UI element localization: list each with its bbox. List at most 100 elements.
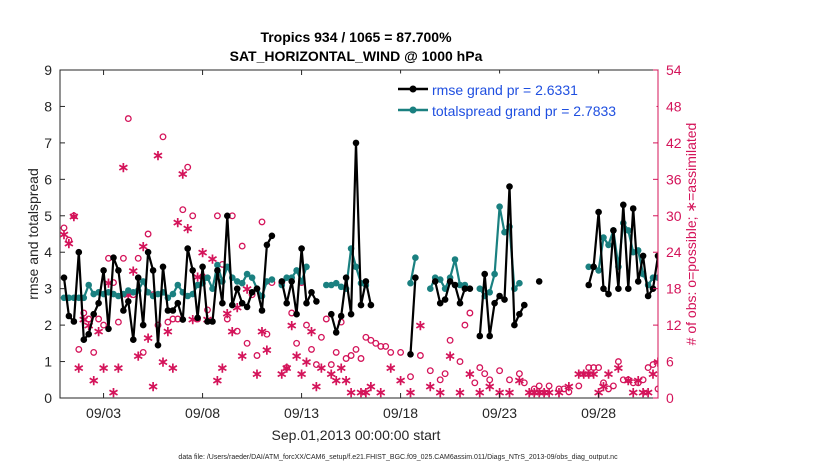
- x-tick-label: 09/13: [284, 405, 319, 421]
- rmse-point: [184, 245, 191, 252]
- rmse-point: [164, 307, 172, 314]
- obs-assimilated-point: ∗: [281, 360, 293, 376]
- obs-assimilated-point: ∗: [192, 269, 204, 285]
- rmse-point: [431, 278, 439, 285]
- totalspread-point: [595, 267, 602, 274]
- x-tick-label: 09/18: [383, 405, 418, 421]
- rmse-point: [486, 332, 494, 340]
- obs-assimilated-point: ∗: [256, 323, 268, 339]
- obs-possible-point: [624, 376, 632, 384]
- y-right-tick-label: 18: [666, 281, 682, 297]
- rmse-point: [313, 298, 320, 305]
- rmse-point: [115, 267, 122, 274]
- obs-assimilated-point: ∗: [395, 372, 407, 388]
- obs-assimilated-point: ∗: [375, 384, 387, 400]
- obs-assimilated-point: ∗: [88, 372, 100, 388]
- obs-assimilated-point: ∗: [316, 360, 328, 376]
- y-right-tick-label: 12: [666, 317, 682, 333]
- obs-assimilated-point: ∗: [197, 244, 209, 260]
- totalspread-point: [174, 281, 182, 289]
- obs-possible-point: [95, 315, 103, 323]
- obs-assimilated-point: ∗: [296, 366, 308, 382]
- obs-assimilated-point: ∗: [157, 354, 169, 370]
- totalspread-point: [491, 270, 498, 278]
- totalspread-point: [412, 254, 419, 261]
- y-right-tick-label: 24: [666, 244, 682, 260]
- obs-assimilated-point: ∗: [415, 317, 427, 333]
- obs-assimilated-point: ∗: [573, 366, 585, 382]
- rmse-point: [496, 292, 503, 300]
- obs-possible-point: [446, 336, 454, 344]
- obs-possible-point: [114, 318, 122, 326]
- totalspread-point: [496, 203, 503, 210]
- obs-possible-point: [322, 315, 330, 323]
- obs-possible-point: [486, 376, 494, 384]
- obs-possible-point: [100, 321, 108, 329]
- obs-assimilated-point: ∗: [603, 366, 615, 382]
- obs-possible-point: [456, 358, 464, 366]
- rmse-point: [283, 299, 291, 307]
- obs-assimilated-point: ∗: [340, 372, 352, 388]
- totalspread-point: [352, 263, 360, 271]
- obs-possible-point: [75, 345, 83, 353]
- rmse-point: [179, 316, 187, 323]
- obs-assimilated-point: ∗: [127, 262, 139, 278]
- totalspread-point: [268, 276, 276, 283]
- rmse-point: [357, 301, 365, 309]
- obs-possible-point: [184, 163, 192, 171]
- rmse-point: [75, 248, 83, 256]
- obs-possible-point: [80, 309, 88, 317]
- obs-possible-point: [124, 115, 132, 123]
- rmse-point: [436, 299, 444, 307]
- rmse-point: [100, 267, 107, 274]
- obs-assimilated-point: ∗: [58, 226, 70, 242]
- obs-assimilated-point: ∗: [588, 366, 600, 382]
- rmse-line: [409, 277, 417, 355]
- rmse-point: [229, 301, 236, 309]
- obs-assimilated-point: ∗: [464, 366, 476, 382]
- obs-assimilated-point: ∗: [434, 384, 446, 400]
- rmse-point: [214, 267, 221, 274]
- obs-assimilated-point: ∗: [622, 372, 634, 388]
- obs-assimilated-point: ∗: [627, 384, 639, 400]
- legend-rmse-marker: [409, 85, 417, 93]
- obs-possible-point: [347, 352, 355, 359]
- obs-assimilated-point: ∗: [424, 378, 436, 394]
- obs-possible-point: [471, 379, 479, 387]
- obs-possible-point: [476, 364, 484, 372]
- obs-possible-point: [575, 382, 583, 390]
- obs-assimilated-point: ∗: [83, 317, 95, 333]
- rmse-point: [139, 321, 147, 329]
- obs-possible-point: [134, 254, 142, 262]
- totalspread-point: [605, 241, 612, 249]
- rmse-point: [233, 285, 241, 293]
- obs-assimilated-point: ∗: [504, 384, 516, 400]
- obs-assimilated-point: ∗: [444, 348, 456, 364]
- rmse-point: [60, 274, 68, 282]
- totalspread-point: [194, 281, 201, 289]
- obs-possible-point: [407, 373, 414, 381]
- obs-possible-point: [436, 376, 444, 384]
- rmse-point: [144, 248, 152, 256]
- obs-possible-point: [496, 367, 504, 375]
- rmse-point: [461, 285, 469, 293]
- obs-assimilated-point: ∗: [291, 348, 303, 364]
- obs-assimilated-point: ∗: [226, 323, 238, 339]
- obs-possible-point: [238, 242, 246, 250]
- obs-assimilated-point: ∗: [137, 238, 149, 254]
- obs-possible-point: [520, 379, 528, 387]
- x-tick-label: 09/08: [185, 405, 220, 421]
- rmse-point: [105, 325, 112, 333]
- obs-assimilated-point: ∗: [73, 360, 85, 376]
- totalspread-point: [486, 289, 494, 296]
- rmse-point: [253, 285, 261, 293]
- obs-possible-point: [317, 333, 325, 341]
- rmse-point: [639, 252, 647, 260]
- totalspread-point: [476, 285, 484, 293]
- legend-rmse-label: rmse grand pr = 2.6331: [432, 82, 578, 98]
- obs-assimilated-point: ∗: [162, 323, 174, 339]
- obs-possible-point: [60, 224, 68, 232]
- obs-assimilated-point: ∗: [563, 378, 575, 394]
- obs-possible-point: [308, 345, 315, 353]
